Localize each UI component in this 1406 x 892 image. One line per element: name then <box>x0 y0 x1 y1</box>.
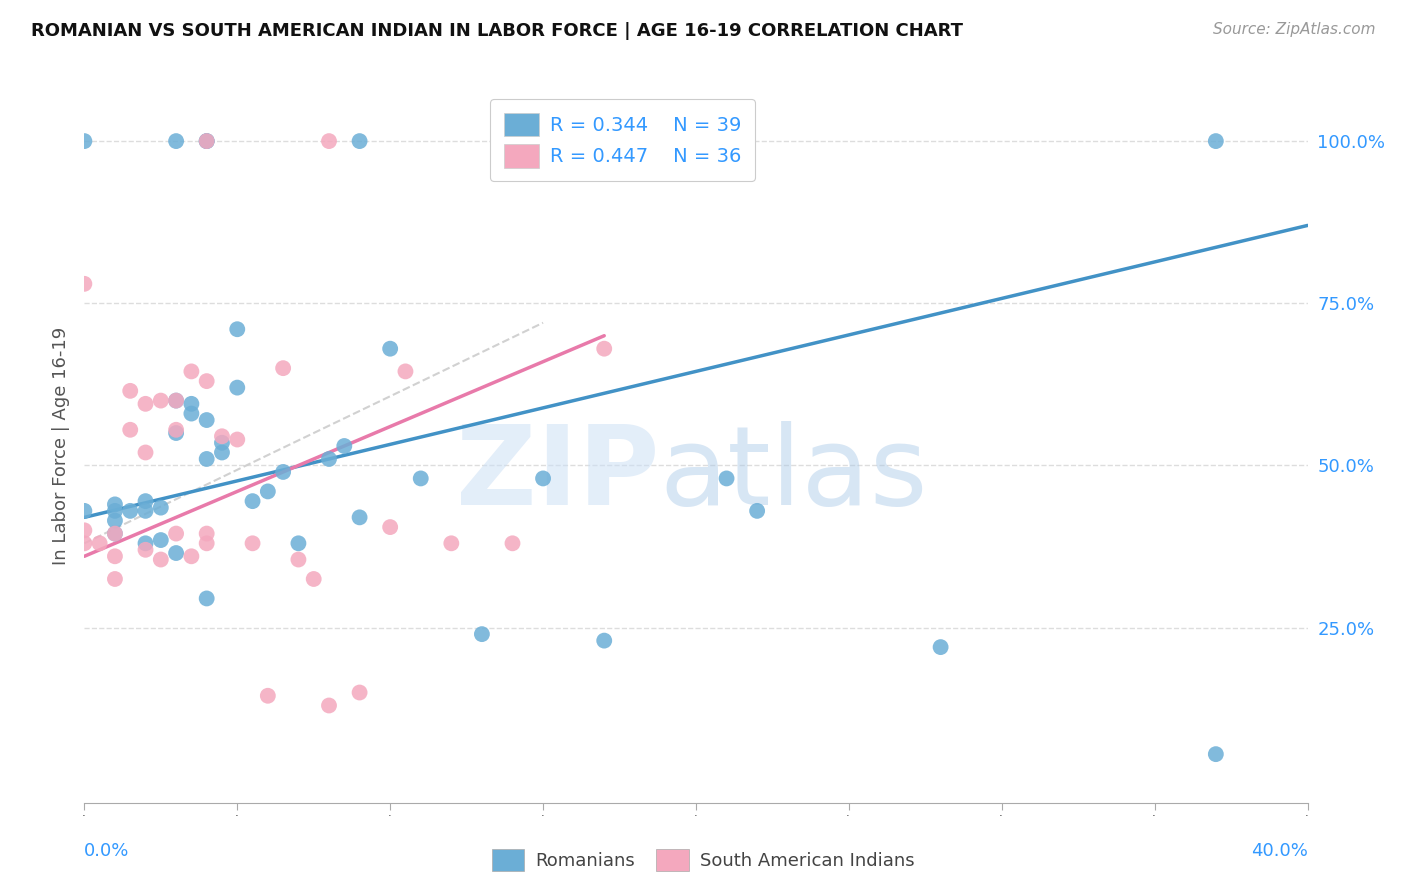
Point <box>195 374 218 388</box>
Point <box>226 433 249 447</box>
Point <box>165 425 187 440</box>
Point <box>104 497 127 511</box>
Point <box>502 536 524 550</box>
Point <box>104 526 127 541</box>
Point <box>349 510 371 524</box>
Point <box>73 504 96 518</box>
Text: Source: ZipAtlas.com: Source: ZipAtlas.com <box>1212 22 1375 37</box>
Point <box>211 435 233 450</box>
Legend: R = 0.344    N = 39, R = 0.447    N = 36: R = 0.344 N = 39, R = 0.447 N = 36 <box>489 99 755 181</box>
Point <box>195 526 218 541</box>
Point <box>149 552 172 566</box>
Point <box>149 393 172 408</box>
Point <box>135 542 157 557</box>
Point <box>271 361 294 376</box>
Point <box>180 549 202 564</box>
Point <box>226 322 249 336</box>
Point <box>195 134 218 148</box>
Point <box>165 393 187 408</box>
Point <box>211 445 233 459</box>
Point <box>180 364 202 378</box>
Point <box>333 439 356 453</box>
Point <box>120 384 142 398</box>
Point <box>471 627 494 641</box>
Point <box>242 536 264 550</box>
Point <box>593 633 616 648</box>
Point <box>318 452 340 467</box>
Point <box>104 504 127 518</box>
Point <box>531 471 554 485</box>
Point <box>349 685 371 699</box>
Point <box>242 494 264 508</box>
Point <box>104 526 127 541</box>
Text: 0.0%: 0.0% <box>84 842 129 860</box>
Point <box>104 549 127 564</box>
Point <box>165 546 187 560</box>
Point <box>195 536 218 550</box>
Point <box>73 277 96 291</box>
Y-axis label: In Labor Force | Age 16-19: In Labor Force | Age 16-19 <box>52 326 70 566</box>
Point <box>120 423 142 437</box>
Point <box>287 536 309 550</box>
Point <box>165 423 187 437</box>
Text: 40.0%: 40.0% <box>1251 842 1308 860</box>
Point <box>165 134 187 148</box>
Point <box>180 397 202 411</box>
Point <box>380 342 402 356</box>
Point <box>135 504 157 518</box>
Point <box>318 134 340 148</box>
Point <box>135 494 157 508</box>
Point <box>149 500 172 515</box>
Point <box>149 533 172 547</box>
Point <box>104 572 127 586</box>
Point <box>165 526 187 541</box>
Point <box>271 465 294 479</box>
Point <box>89 536 111 550</box>
Point <box>195 452 218 467</box>
Point <box>257 484 280 499</box>
Text: atlas: atlas <box>659 421 928 528</box>
Point <box>440 536 463 550</box>
Point <box>135 397 157 411</box>
Text: ROMANIAN VS SOUTH AMERICAN INDIAN IN LABOR FORCE | AGE 16-19 CORRELATION CHART: ROMANIAN VS SOUTH AMERICAN INDIAN IN LAB… <box>31 22 963 40</box>
Point <box>1205 134 1227 148</box>
Point <box>929 640 952 654</box>
Point <box>135 536 157 550</box>
Point <box>257 689 280 703</box>
Point <box>180 407 202 421</box>
Point <box>380 520 402 534</box>
Point <box>73 536 96 550</box>
Point <box>1205 747 1227 761</box>
Point <box>120 504 142 518</box>
Point <box>195 413 218 427</box>
Point <box>302 572 325 586</box>
Point <box>73 134 96 148</box>
Point <box>104 514 127 528</box>
Point <box>195 134 218 148</box>
Point <box>409 471 432 485</box>
Text: ZIP: ZIP <box>456 421 659 528</box>
Point <box>349 134 371 148</box>
Point <box>135 445 157 459</box>
Point <box>226 381 249 395</box>
Point <box>747 504 769 518</box>
Point <box>394 364 416 378</box>
Point <box>73 524 96 538</box>
Point <box>593 342 616 356</box>
Point <box>165 393 187 408</box>
Legend: Romanians, South American Indians: Romanians, South American Indians <box>485 842 921 879</box>
Point <box>195 134 218 148</box>
Point <box>195 591 218 606</box>
Point <box>211 429 233 443</box>
Point <box>716 471 738 485</box>
Point <box>287 552 309 566</box>
Point <box>318 698 340 713</box>
